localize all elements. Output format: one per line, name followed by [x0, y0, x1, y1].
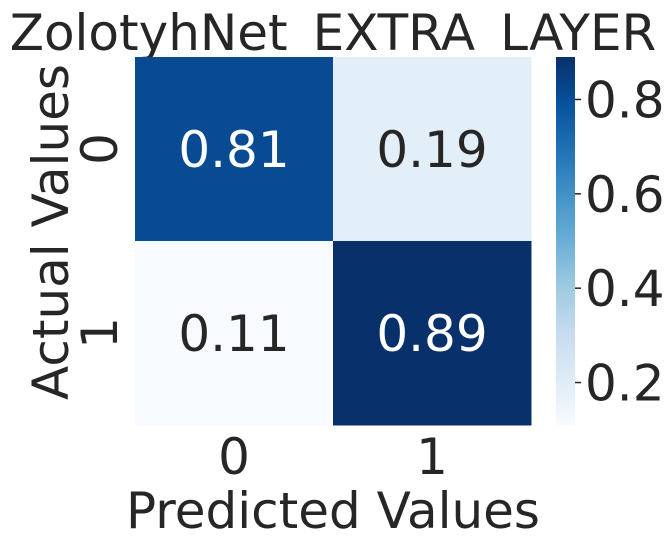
x-tick-label: 0 — [218, 428, 250, 486]
heatmap-cells — [135, 57, 532, 426]
y-axis-ticks: 01 — [71, 133, 129, 349]
colorbar-tick-label: 0.6 — [585, 166, 665, 224]
y-tick-label: 0 — [71, 133, 129, 165]
colorbar-tick-label: 0.4 — [585, 260, 665, 318]
colorbar-tick-label: 0.2 — [585, 355, 665, 413]
x-tick-label: 1 — [416, 428, 448, 486]
colorbar-ticks: 0.2 0.4 0.6 0.8 — [575, 71, 665, 413]
y-axis-label: Actual Values — [22, 64, 80, 400]
heatmap-cell-label: 0.81 — [178, 121, 289, 179]
heatmap-cell — [333, 241, 532, 426]
heatmap-cell — [135, 57, 334, 242]
heatmap-cell — [135, 241, 334, 426]
y-tick-label: 1 — [71, 317, 129, 349]
heatmap-cell-label: 0.89 — [376, 305, 487, 363]
heatmap-cell-label: 0.11 — [178, 305, 289, 363]
x-axis-label: Predicted Values — [126, 482, 540, 540]
heatmap-cell — [333, 57, 532, 242]
colorbar — [556, 57, 575, 425]
heatmap-cell-label: 0.19 — [376, 121, 487, 179]
heatmap-annotations: 0.81 0.19 0.11 0.89 — [178, 121, 487, 363]
chart-title: ZolotyhNet_EXTRA_LAYER — [10, 4, 657, 62]
colorbar-tick-label: 0.8 — [585, 71, 665, 129]
